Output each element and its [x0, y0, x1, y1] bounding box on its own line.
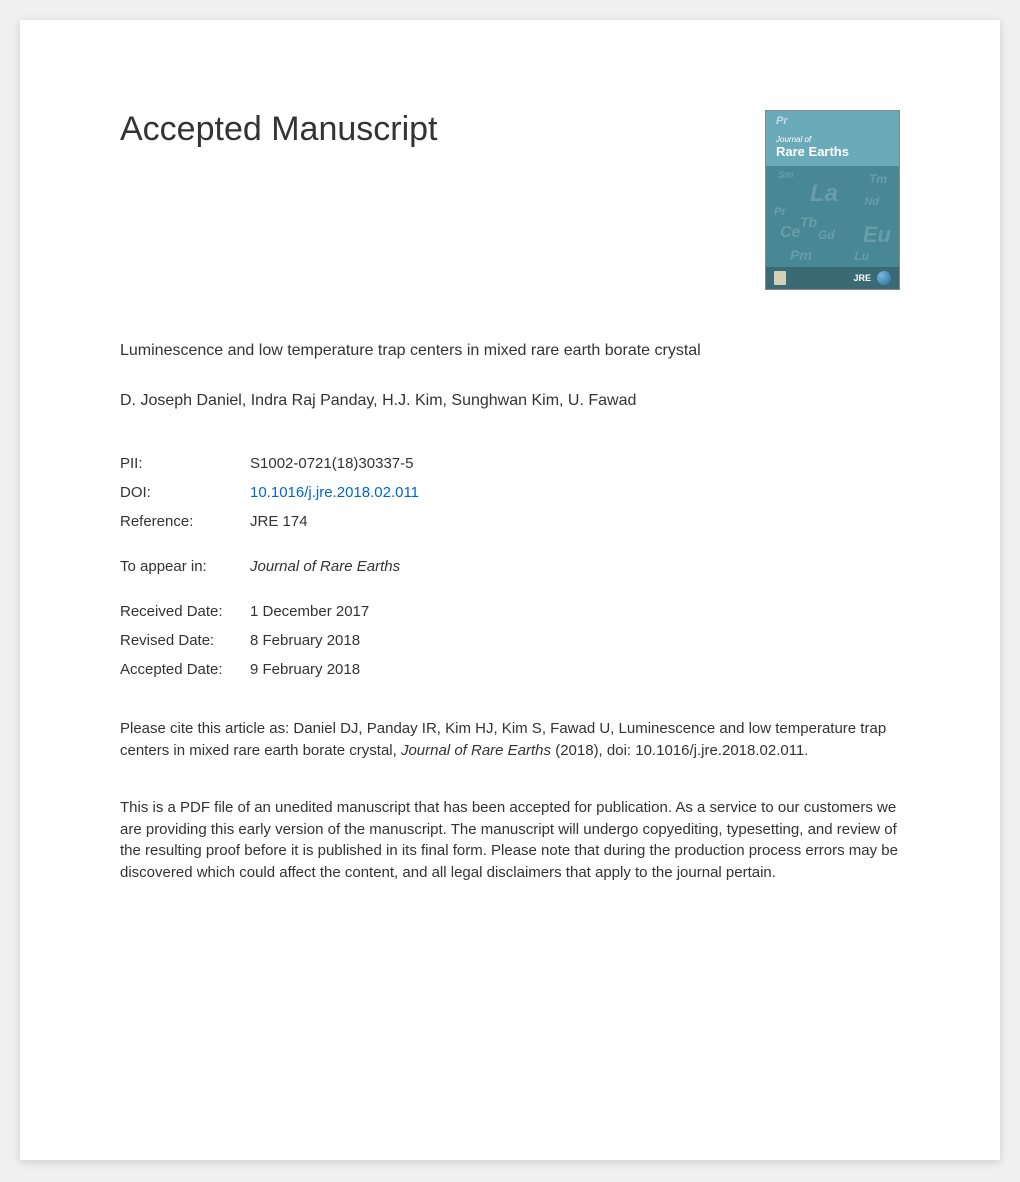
doi-label: DOI:	[120, 484, 250, 501]
citation-journal: Journal of Rare Earths	[401, 742, 551, 759]
cover-top-section: Pr Journal of Rare Earths	[766, 111, 899, 166]
citation-suffix: (2018), doi: 10.1016/j.jre.2018.02.011.	[551, 742, 808, 759]
accepted-label: Accepted Date:	[120, 661, 250, 678]
appear-value: Journal of Rare Earths	[250, 558, 400, 575]
pii-label: PII:	[120, 455, 250, 472]
header-row: Accepted Manuscript Pr Journal of Rare E…	[120, 110, 900, 290]
metadata-row-revised: Revised Date: 8 February 2018	[120, 632, 900, 649]
doi-link[interactable]: 10.1016/j.jre.2018.02.011	[250, 484, 419, 501]
cover-element-pr: Pr	[776, 115, 788, 127]
metadata-row-doi: DOI: 10.1016/j.jre.2018.02.011	[120, 484, 900, 501]
appear-label: To appear in:	[120, 558, 250, 575]
globe-icon	[877, 271, 891, 285]
citation-text: Please cite this article as: Daniel DJ, …	[120, 718, 900, 762]
cover-elements-bg: Sm La Tm Nd Pr Tb Ce Gd Eu Pm Lu	[766, 166, 899, 267]
publisher-icon	[774, 271, 786, 285]
pii-value: S1002-0721(18)30337-5	[250, 455, 413, 472]
revised-value: 8 February 2018	[250, 632, 360, 649]
revised-label: Revised Date:	[120, 632, 250, 649]
metadata-row-reference: Reference: JRE 174	[120, 513, 900, 530]
metadata-row-received: Received Date: 1 December 2017	[120, 603, 900, 620]
metadata-block-3: Received Date: 1 December 2017 Revised D…	[120, 603, 900, 678]
metadata-row-appear: To appear in: Journal of Rare Earths	[120, 558, 900, 575]
received-label: Received Date:	[120, 603, 250, 620]
metadata-row-accepted: Accepted Date: 9 February 2018	[120, 661, 900, 678]
manuscript-page: Accepted Manuscript Pr Journal of Rare E…	[20, 20, 1000, 1160]
metadata-block-1: PII: S1002-0721(18)30337-5 DOI: 10.1016/…	[120, 455, 900, 530]
cover-bottom-section: JRE	[766, 267, 899, 289]
metadata-block-2: To appear in: Journal of Rare Earths	[120, 558, 900, 575]
metadata-row-pii: PII: S1002-0721(18)30337-5	[120, 455, 900, 472]
reference-label: Reference:	[120, 513, 250, 530]
reference-value: JRE 174	[250, 513, 308, 530]
cover-journal-of: Journal of	[776, 135, 811, 144]
cover-body-section: Sm La Tm Nd Pr Tb Ce Gd Eu Pm Lu	[766, 166, 899, 267]
cover-jre-label: JRE	[853, 273, 871, 283]
accepted-value: 9 February 2018	[250, 661, 360, 678]
page-heading: Accepted Manuscript	[120, 110, 438, 149]
journal-cover-image: Pr Journal of Rare Earths Sm La Tm Nd Pr…	[765, 110, 900, 290]
disclaimer-text: This is a PDF file of an unedited manusc…	[120, 797, 900, 884]
received-value: 1 December 2017	[250, 603, 369, 620]
cover-rare-earths: Rare Earths	[776, 144, 849, 159]
authors-list: D. Joseph Daniel, Indra Raj Panday, H.J.…	[120, 392, 900, 410]
article-title: Luminescence and low temperature trap ce…	[120, 340, 900, 362]
